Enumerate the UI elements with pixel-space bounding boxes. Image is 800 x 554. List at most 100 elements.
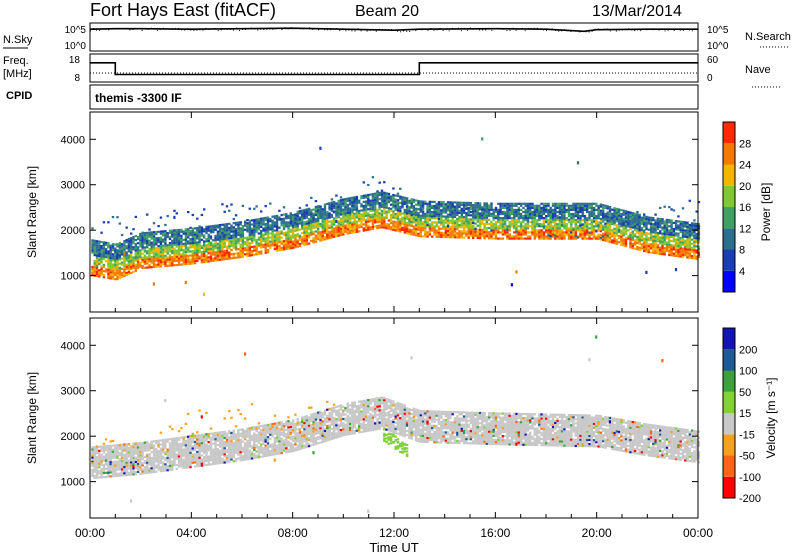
power-cell [237, 231, 240, 234]
power-cell [576, 217, 580, 220]
power-cell [248, 232, 251, 235]
power-cell [198, 247, 201, 250]
power-cell [547, 231, 550, 234]
nsky-point [512, 27, 514, 29]
power-cell [93, 252, 96, 255]
power-cell [542, 202, 546, 205]
power-cell [291, 231, 295, 235]
power-cell [611, 229, 614, 232]
power-cell [519, 217, 523, 220]
power-cell [688, 256, 691, 259]
power-cell [241, 235, 245, 238]
power-cell [645, 246, 648, 249]
power-cell [260, 246, 263, 249]
power-cell [287, 223, 290, 226]
power-cell [440, 233, 443, 236]
power-cell [380, 199, 384, 202]
power-cell [143, 260, 147, 263]
power-cell [200, 257, 204, 260]
power-cell [592, 202, 596, 205]
power-cell [139, 241, 142, 244]
power-cell [560, 208, 564, 211]
nsky-point [321, 28, 322, 30]
power-cell [266, 241, 270, 244]
power-cell [141, 242, 144, 245]
power-cell [118, 272, 121, 275]
power-cell [460, 203, 463, 206]
power-cell [615, 220, 619, 223]
power-cell [371, 217, 375, 220]
power-cell [620, 235, 623, 238]
power-cell [141, 238, 144, 241]
power-cell [467, 230, 470, 233]
power-cell [225, 229, 229, 232]
power-cell [412, 221, 416, 224]
power-cell [469, 220, 473, 223]
power-cell [663, 253, 666, 256]
nsky-point [695, 28, 696, 30]
power-cell [307, 213, 311, 216]
power-cell [560, 202, 564, 205]
power-cell [396, 225, 400, 228]
power-cell [545, 229, 548, 232]
power-cell [597, 224, 600, 227]
power-cell [672, 248, 676, 251]
power-cell [139, 251, 142, 254]
power-cell [668, 206, 671, 209]
power-cell [196, 231, 199, 234]
power-cell [640, 235, 644, 238]
power-cell [123, 248, 126, 251]
power-cell [130, 267, 133, 270]
power-cell [410, 200, 413, 203]
power-cell [392, 212, 395, 215]
power-cell [613, 229, 616, 232]
velocity-cell [130, 449, 133, 452]
power-cell [576, 221, 580, 224]
nsky-point [290, 27, 292, 29]
power-cell [674, 268, 678, 272]
power-cell [617, 222, 621, 225]
power-cell [570, 217, 573, 220]
velocity-cell [141, 443, 144, 446]
power-cell [615, 207, 619, 210]
power-cell [412, 229, 416, 232]
power-cell [453, 209, 457, 212]
power-cell [141, 234, 144, 237]
power-cell [266, 228, 270, 231]
velocity-cell [157, 462, 160, 465]
power-cell [494, 227, 498, 230]
power-cell [348, 201, 352, 204]
power-cell [168, 237, 172, 241]
power-cell [104, 249, 108, 253]
power-cell [294, 244, 297, 247]
power-cell [383, 212, 386, 215]
power-cell [303, 243, 306, 246]
power-cell [260, 232, 263, 235]
power-cell [529, 237, 532, 240]
power-cell [207, 235, 210, 238]
power-cell [95, 260, 99, 263]
power-cell [207, 250, 210, 253]
power-cell [394, 198, 397, 201]
power-cell [631, 222, 634, 225]
power-cell [175, 233, 178, 236]
velocity-cell [95, 472, 99, 475]
velocity-cell [161, 469, 165, 472]
power-cell [474, 212, 477, 215]
power-cell [488, 231, 491, 234]
power-cell [369, 220, 372, 223]
station-title: Fort Hays East (fitACF) [90, 0, 276, 20]
power-cell [417, 220, 420, 223]
power-cell [613, 227, 616, 230]
power-cell [526, 208, 530, 211]
power-cell [378, 198, 381, 201]
power-cell [348, 221, 352, 224]
power-cell [545, 235, 548, 238]
power-cell [652, 245, 655, 248]
power-cell [246, 248, 249, 251]
power-cell [291, 224, 295, 227]
power-cell [275, 243, 279, 246]
power-cell [686, 254, 689, 257]
power-cell [237, 233, 240, 236]
power-cell [396, 209, 400, 212]
